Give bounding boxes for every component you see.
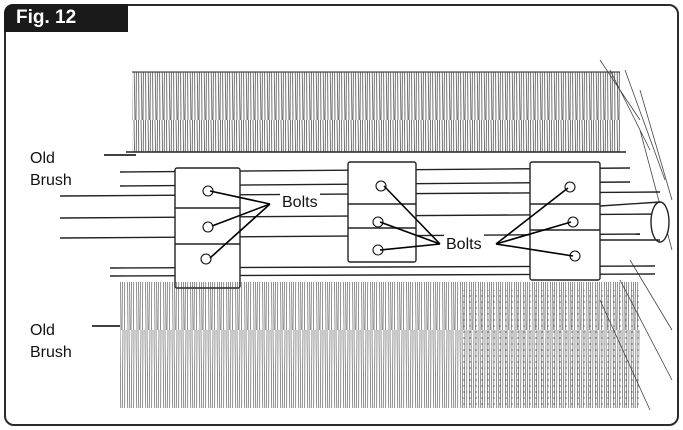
callout-leaders	[92, 154, 574, 327]
old-brush-bottom-bristles	[120, 282, 640, 408]
bolts-label-left: Bolts	[280, 192, 320, 214]
old-brush-bottom-label: Old Brush	[30, 322, 72, 361]
bolt-markers	[200, 180, 581, 265]
old-brush-top-label: Old Brush	[30, 150, 72, 189]
machine-housing-hatch	[599, 59, 673, 411]
bolts-label-right: Bolts	[444, 234, 484, 256]
figure-label: Fig. 12	[4, 4, 128, 32]
old-brush-top-bristles	[126, 71, 626, 153]
brush-mounting-plates	[59, 161, 670, 289]
